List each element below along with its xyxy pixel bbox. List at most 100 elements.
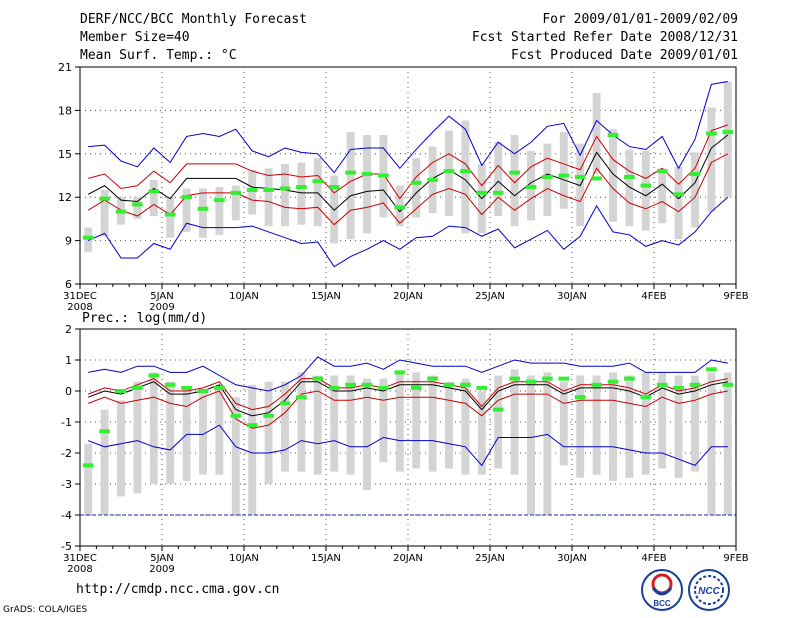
temperature-mean-line bbox=[87, 134, 729, 213]
precipitation-median-marker bbox=[591, 382, 602, 387]
precipitation-box bbox=[412, 372, 421, 469]
precipitation-median-marker bbox=[82, 463, 94, 468]
temperature-sd-lower-line bbox=[87, 153, 729, 226]
precipitation-box bbox=[658, 372, 667, 469]
temperature-box bbox=[592, 93, 601, 175]
precipitation-xtick-label: 25JAN bbox=[475, 553, 505, 564]
temperature-median-marker bbox=[328, 185, 340, 190]
member-size-label: Member Size=40 bbox=[80, 30, 190, 45]
precipitation-median-marker bbox=[197, 389, 209, 393]
precipitation-median-marker bbox=[525, 379, 537, 384]
precipitation-box bbox=[592, 375, 601, 475]
precipitation-box bbox=[395, 372, 404, 472]
temperature-median-marker bbox=[312, 179, 324, 184]
temperature-ytick-label: 21 bbox=[58, 61, 72, 74]
temperature-box bbox=[264, 168, 273, 227]
temperature-median-marker bbox=[542, 174, 553, 179]
precipitation-box bbox=[691, 375, 699, 472]
temperature-median-marker bbox=[656, 169, 668, 174]
precipitation-box bbox=[166, 381, 175, 484]
precipitation-box bbox=[609, 372, 617, 481]
precipitation-xtick-label: 20JAN bbox=[393, 553, 423, 564]
temperature-box bbox=[641, 150, 650, 231]
source-url[interactable]: http://cmdp.ncc.cma.gov.cn bbox=[76, 582, 280, 597]
temperature-xtick-label: 25JAN bbox=[475, 291, 505, 302]
temperature-median-marker bbox=[296, 185, 307, 190]
temperature-box bbox=[199, 188, 207, 238]
precipitation-ytick-label: -2 bbox=[61, 447, 72, 460]
precipitation-median-marker bbox=[509, 376, 520, 381]
precipitation-median-marker bbox=[164, 382, 176, 387]
precipitation-median-marker bbox=[460, 382, 471, 387]
precipitation-box bbox=[494, 375, 503, 469]
ncc-logo: NCC bbox=[688, 569, 730, 611]
temperature-median-marker bbox=[525, 185, 537, 190]
fcst-produced-date: Fcst Produced Date 2009/01/01 bbox=[511, 48, 738, 63]
temperature-median-marker bbox=[722, 130, 734, 135]
precipitation-median-marker bbox=[378, 385, 389, 390]
precipitation-median-marker bbox=[214, 385, 225, 390]
precipitation-box bbox=[313, 375, 322, 475]
svg-text:NCC: NCC bbox=[698, 586, 720, 597]
temperature-box bbox=[215, 187, 224, 235]
temperature-box bbox=[100, 189, 109, 237]
precipitation-box bbox=[625, 375, 634, 478]
precipitation-mean-line bbox=[88, 381, 728, 417]
temperature-max-line bbox=[88, 80, 728, 174]
temperature-median-marker bbox=[263, 187, 274, 192]
precipitation-xtick-label: 31DEC bbox=[63, 553, 97, 564]
temperature-xtick-label: 20JAN bbox=[393, 291, 423, 302]
precipitation-box bbox=[510, 369, 519, 475]
precipitation-box bbox=[723, 372, 732, 515]
precipitation-box bbox=[363, 378, 371, 491]
temperature-median-marker bbox=[279, 186, 291, 191]
temperature-box bbox=[313, 158, 322, 227]
precipitation-box bbox=[477, 391, 486, 475]
precipitation-box bbox=[527, 375, 535, 515]
temperature-sd-upper-line bbox=[88, 124, 728, 200]
precipitation-median-marker bbox=[246, 423, 258, 428]
temperature-median-marker bbox=[181, 195, 192, 200]
precip-title: Prec.: log(mm/d) bbox=[82, 311, 207, 326]
precipitation-median-marker bbox=[624, 376, 635, 381]
temperature-box bbox=[248, 169, 257, 215]
temperature-min-line bbox=[87, 196, 729, 268]
temperature-box bbox=[133, 197, 142, 219]
precipitation-xtick-label: 15JAN bbox=[311, 553, 341, 564]
temperature-box bbox=[182, 188, 191, 232]
precipitation-median-marker bbox=[99, 429, 110, 434]
precipitation-median-marker bbox=[230, 413, 242, 418]
precipitation-median-marker bbox=[345, 382, 356, 387]
precipitation-ytick-label: 2 bbox=[65, 323, 72, 336]
temperature-median-marker bbox=[689, 172, 701, 177]
temperature-box bbox=[149, 179, 158, 217]
grads-credit: GrADS: COLA/IGES bbox=[3, 605, 88, 615]
temperature-box bbox=[166, 197, 175, 238]
precipitation-median-marker bbox=[492, 407, 504, 412]
temperature-box bbox=[281, 163, 289, 227]
precipitation-box bbox=[84, 443, 93, 515]
temperature-box bbox=[84, 227, 93, 253]
temperature-ytick-label: 18 bbox=[58, 104, 72, 117]
temperature-box bbox=[445, 130, 453, 217]
precipitation-ytick-label: 1 bbox=[65, 354, 72, 367]
temperature-box bbox=[609, 129, 617, 222]
precipitation-ytick-label: -4 bbox=[61, 509, 72, 522]
precipitation-xtick-label: 5JAN bbox=[150, 553, 173, 564]
precipitation-xtick-label: 4FEB bbox=[641, 553, 666, 564]
precipitation-median-marker bbox=[115, 389, 127, 393]
precipitation-xtick-label: 2008 bbox=[67, 564, 92, 575]
precipitation-box bbox=[133, 381, 142, 494]
temperature-median-marker bbox=[706, 131, 717, 136]
temperature-box bbox=[658, 168, 667, 224]
temperature-median-marker bbox=[492, 190, 504, 195]
precipitation-box bbox=[428, 375, 437, 472]
temperature-box bbox=[559, 132, 568, 209]
temperature-ytick-label: 9 bbox=[65, 235, 72, 248]
temperature-median-marker bbox=[443, 169, 455, 174]
temperature-frame bbox=[79, 66, 737, 285]
precipitation-max-line bbox=[88, 356, 728, 392]
